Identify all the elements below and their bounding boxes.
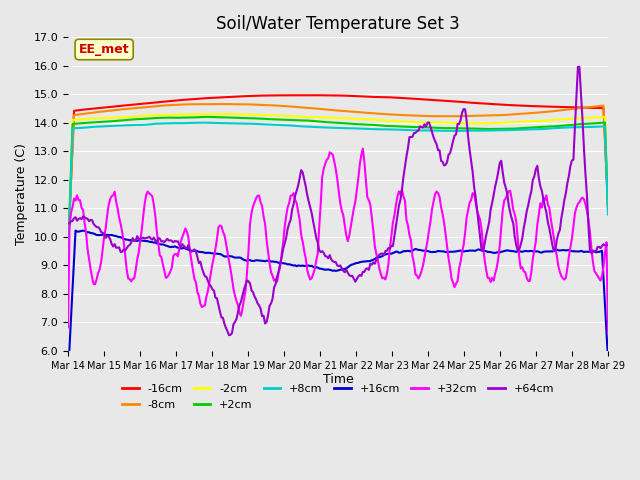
Y-axis label: Temperature (C): Temperature (C) (15, 143, 28, 245)
Text: EE_met: EE_met (79, 43, 129, 56)
X-axis label: Time: Time (323, 373, 353, 386)
Legend: -16cm, -8cm, -2cm, +2cm, +8cm, +16cm, +32cm, +64cm: -16cm, -8cm, -2cm, +2cm, +8cm, +16cm, +3… (117, 380, 559, 414)
Title: Soil/Water Temperature Set 3: Soil/Water Temperature Set 3 (216, 15, 460, 33)
